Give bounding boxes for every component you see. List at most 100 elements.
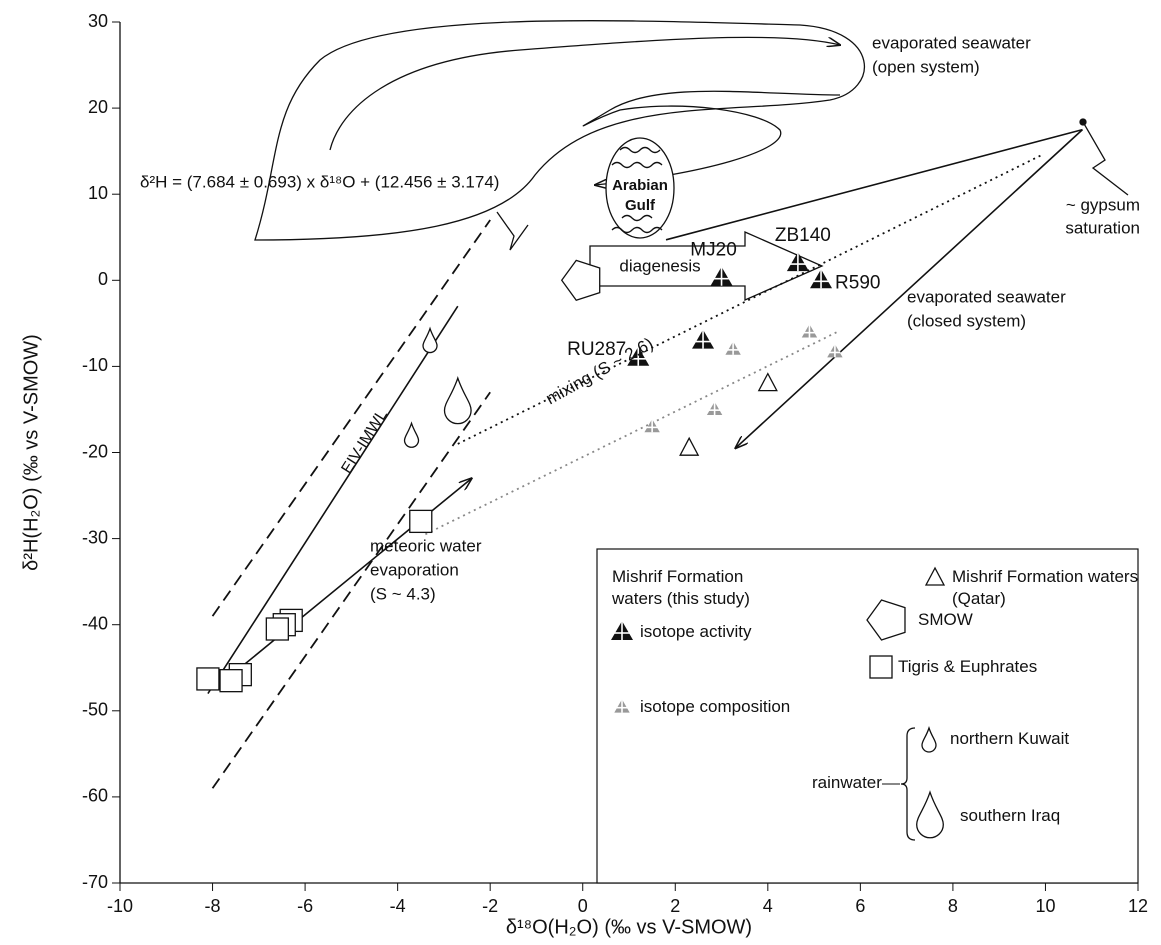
marker-shape <box>422 326 438 354</box>
y-tick-label: 0 <box>98 269 108 289</box>
legend-label: Mishrif Formation waters (Qatar) <box>952 567 1139 608</box>
point <box>443 375 472 425</box>
point <box>196 667 220 691</box>
point <box>827 344 843 358</box>
x-axis-label: δ¹⁸O(H₂O) (‰ vs V-SMOW) <box>506 916 752 938</box>
legend-marker <box>869 655 893 679</box>
annotation: (open system) <box>872 57 980 76</box>
point <box>710 266 733 286</box>
legend-brace <box>900 727 916 841</box>
point <box>757 372 778 392</box>
y-tick-label: 30 <box>88 11 108 31</box>
legend-label: isotope composition <box>640 697 791 716</box>
y-tick-label: -40 <box>82 613 108 633</box>
annotation: Gulf <box>625 197 656 214</box>
marker-shape <box>916 790 944 839</box>
y-tick-label: -70 <box>82 872 108 892</box>
x-tick-label: -8 <box>205 896 221 916</box>
y-tick-label: -50 <box>82 700 108 720</box>
point <box>409 509 433 534</box>
point <box>725 341 741 355</box>
y-tick-label: 20 <box>88 97 108 117</box>
x-tick-label: 10 <box>1035 896 1055 916</box>
y-tick-label: -20 <box>82 441 108 461</box>
point-label: ZB140 <box>775 225 831 246</box>
x-tick-label: 6 <box>855 896 865 916</box>
x-tick-label: -6 <box>297 896 313 916</box>
marker-shape <box>866 599 906 641</box>
annotation: δ²H = (7.684 ± 0.693) x δ¹⁸O + (12.456 ±… <box>140 172 499 191</box>
point <box>810 269 833 289</box>
x-tick-label: 0 <box>578 896 588 916</box>
y-axis-label: δ²H(H₂O) (‰ vs V-SMOW) <box>20 334 42 571</box>
point <box>692 329 715 349</box>
marker-shape <box>265 617 289 641</box>
legend-marker <box>921 725 937 753</box>
annotation: evaporation <box>370 560 459 579</box>
annotation: evaporated seawater <box>872 33 1031 52</box>
x-tick-label: -10 <box>107 896 133 916</box>
point <box>644 418 660 433</box>
legend-marker <box>614 699 630 713</box>
legend-label: northern Kuwait <box>950 729 1070 748</box>
point <box>627 346 650 366</box>
y-tick-label: 10 <box>88 183 108 203</box>
annotation: EIV-IMWL <box>338 407 391 477</box>
y-tick-label: -60 <box>82 786 108 806</box>
line <box>457 154 1042 445</box>
point <box>801 324 818 338</box>
point <box>422 326 438 354</box>
point <box>786 252 809 272</box>
annotation: evaporated seawater <box>907 287 1066 306</box>
legend-label: isotope activity <box>640 622 752 641</box>
annotation: ~ gypsum <box>1066 195 1140 214</box>
legend-markers <box>611 566 946 839</box>
annotation: meteoric water <box>370 536 482 555</box>
legend-group: rainwater <box>812 773 882 792</box>
annotation: Arabian <box>612 177 668 194</box>
marker-shape <box>757 372 778 392</box>
marker-shape <box>869 655 893 679</box>
annotation: saturation <box>1065 218 1140 237</box>
marker-shape <box>679 436 700 456</box>
legend-marker <box>916 790 944 839</box>
marker-shape <box>924 566 946 586</box>
point <box>679 436 700 456</box>
marker-shape <box>219 669 243 693</box>
marker-shape <box>443 375 472 425</box>
annotation: (closed system) <box>907 311 1026 330</box>
marker-shape <box>560 259 601 302</box>
marker-shape <box>196 667 220 691</box>
marker-shape <box>921 725 937 753</box>
legend-label: southern Iraq <box>960 806 1061 825</box>
point <box>219 669 243 693</box>
legend-label: SMOW <box>918 610 973 629</box>
point-label: MJ20 <box>690 240 736 261</box>
y-tick-label: -10 <box>82 355 108 375</box>
x-tick-label: -2 <box>482 896 498 916</box>
schematic <box>254 20 1129 301</box>
line <box>211 391 491 789</box>
legend-marker <box>924 566 946 586</box>
legend-label: Tigris & Euphrates <box>898 657 1038 676</box>
line <box>665 128 1083 241</box>
point <box>706 401 723 416</box>
x-tick-label: 4 <box>763 896 773 916</box>
x-tick-label: 8 <box>948 896 958 916</box>
point <box>560 259 601 302</box>
line <box>735 129 1084 449</box>
x-tick-label: 12 <box>1128 896 1148 916</box>
legend-box <box>596 548 1139 884</box>
legend-group: Mishrif Formation waters (this study) <box>612 567 750 608</box>
point <box>265 617 289 641</box>
line <box>425 331 838 536</box>
line <box>211 219 491 617</box>
line <box>207 305 459 695</box>
annotation: diagenesis <box>619 256 700 275</box>
point-label: RU287 <box>567 339 626 360</box>
annotation: (S ~ 4.3) <box>370 584 436 603</box>
legend-marker <box>611 621 633 640</box>
point-label: R590 <box>835 272 880 293</box>
